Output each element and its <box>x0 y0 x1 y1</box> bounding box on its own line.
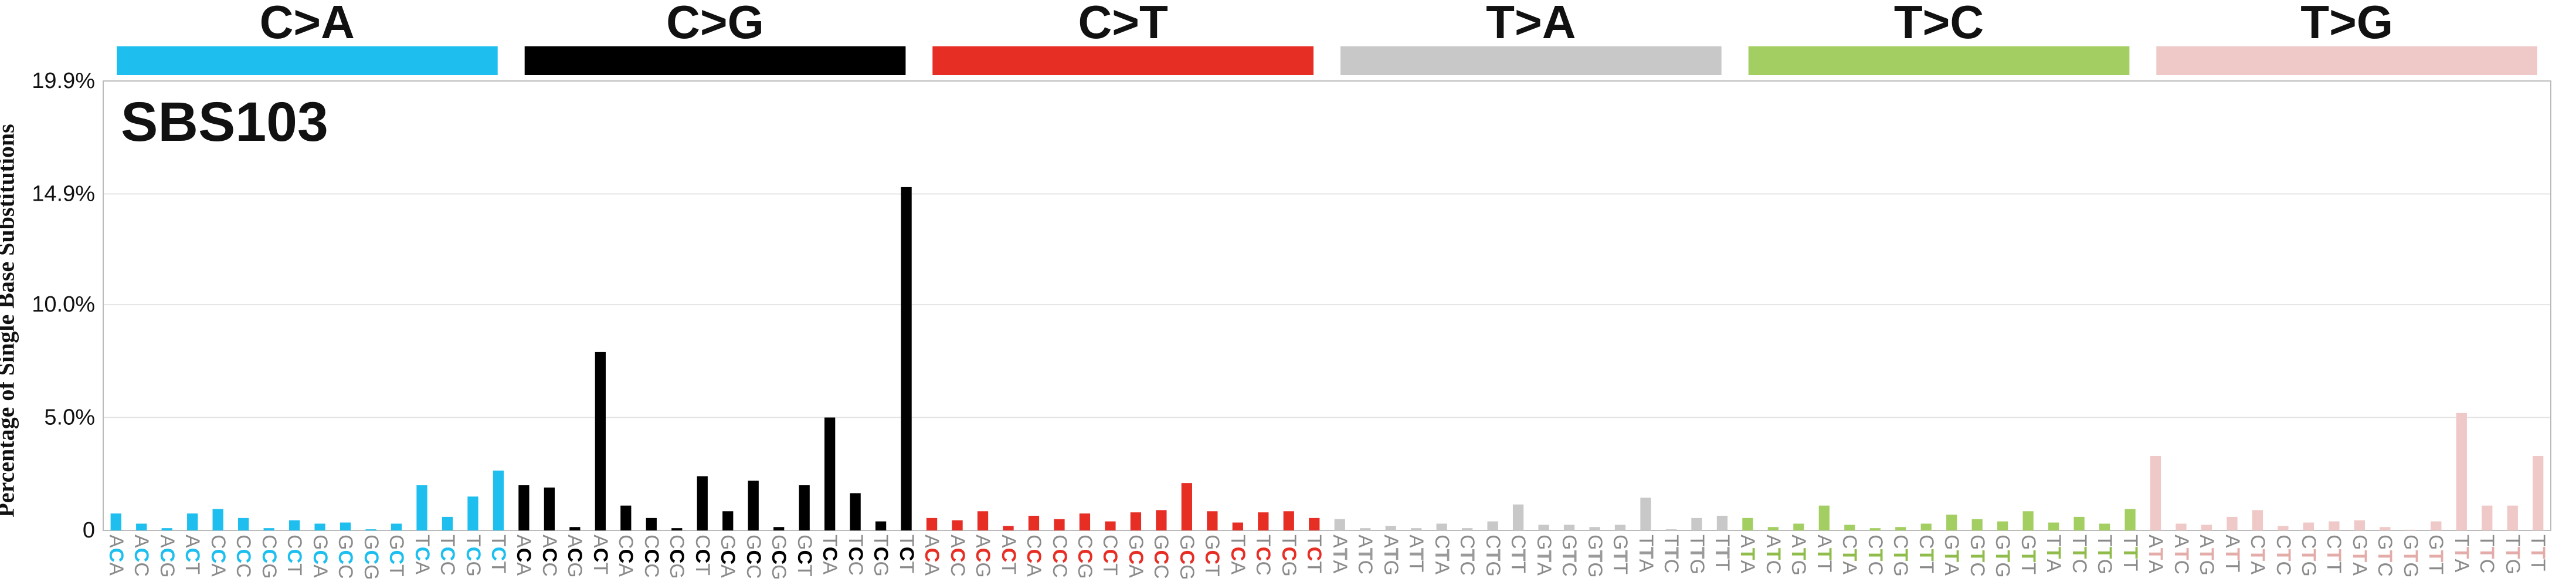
svg-text:14.9%: 14.9% <box>32 182 95 207</box>
svg-text:5.0%: 5.0% <box>44 405 95 430</box>
svg-text:SBS103: SBS103 <box>121 91 328 153</box>
svg-text:19.9%: 19.9% <box>32 69 95 93</box>
svg-text:C>T: C>T <box>1078 0 1168 48</box>
svg-text:C>A: C>A <box>260 0 355 48</box>
svg-text:T>C: T>C <box>1894 0 1984 48</box>
svg-text:T>G: T>G <box>2300 0 2393 48</box>
svg-text:T>A: T>A <box>1486 0 1576 48</box>
svg-text:C>G: C>G <box>666 0 764 48</box>
svg-text:0: 0 <box>83 518 95 543</box>
svg-text:10.0%: 10.0% <box>32 292 95 317</box>
